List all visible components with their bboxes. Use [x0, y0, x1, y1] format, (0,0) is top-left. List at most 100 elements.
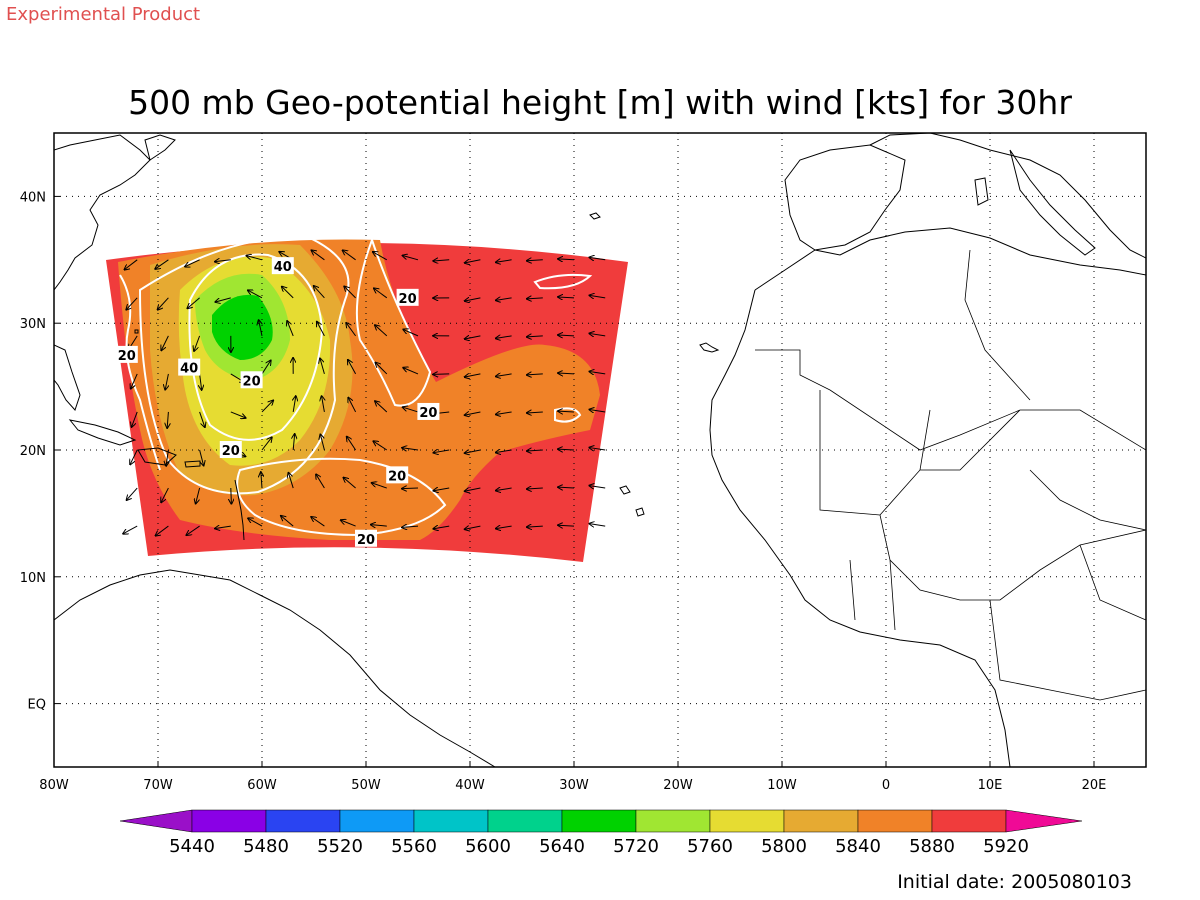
coast-cape-verde — [619, 485, 645, 517]
arrow-icon — [199, 449, 204, 465]
coast-italy — [1009, 149, 1096, 256]
x-tick-label: 10E — [978, 778, 1003, 793]
arrow-icon — [287, 321, 294, 337]
colorbar-label: 5800 — [761, 836, 807, 857]
x-axis-ticks: 80W 70W 60W 50W 40W 30W 20W 10W 0 10E 20E — [39, 761, 1106, 793]
arrow-icon — [589, 257, 606, 259]
arrow-icon — [496, 374, 512, 377]
x-tick-label: 70W — [143, 778, 173, 793]
y-tick-label: 30N — [20, 317, 46, 332]
x-tick-label: 80W — [39, 778, 69, 793]
arrow-icon — [402, 488, 419, 489]
x-tick-label: 50W — [351, 778, 381, 793]
arrow-icon — [156, 525, 169, 536]
arrow-icon — [167, 411, 168, 428]
x-tick-label: 10W — [767, 778, 797, 793]
colorbar-label: 5920 — [983, 836, 1029, 857]
colorbar-label: 5640 — [539, 836, 585, 857]
isotach-20-east — [355, 236, 432, 407]
colorbar-label: 5840 — [835, 836, 881, 857]
speed-label-bg — [178, 358, 201, 376]
arrow-icon — [465, 374, 481, 377]
arrow-icon — [194, 335, 201, 351]
colorbar-box — [487, 809, 563, 833]
speed-label: 20 — [399, 292, 417, 307]
arrow-icon — [215, 260, 231, 262]
arrow-icon — [402, 526, 419, 527]
arrow-icon — [247, 256, 263, 261]
map-panel: 40 20 20 40 20 20 20 20 20 — [53, 132, 1147, 768]
coast-canaries — [699, 342, 720, 353]
arrow-icon — [131, 373, 138, 389]
arrow-icon — [465, 450, 481, 453]
arrow-icon — [158, 297, 169, 310]
arrow-icon — [317, 322, 325, 337]
arrow-icon — [132, 411, 138, 427]
arrow-icon — [215, 526, 231, 528]
arrow-icon — [496, 526, 512, 529]
colorbar-box — [709, 809, 785, 833]
arrow-icon — [155, 259, 169, 269]
colorbar-label: 5480 — [243, 836, 289, 857]
arrow-icon — [558, 259, 575, 260]
arrow-icon — [433, 450, 450, 453]
wind-vectors — [123, 250, 606, 536]
colorbar-label: 5720 — [613, 836, 659, 857]
arrow-icon — [248, 518, 263, 527]
arrow-icon — [496, 336, 512, 339]
coast-south-america — [54, 569, 496, 767]
map-title: 500 mb Geo-potential height [m] with win… — [128, 83, 1072, 122]
y-tick-label: EQ — [28, 698, 46, 713]
colorbar-label: 5880 — [909, 836, 955, 857]
arrow-icon — [288, 473, 294, 489]
speed-label: 20 — [357, 533, 375, 548]
isotach-40 — [188, 253, 324, 441]
arrow-icon — [433, 260, 450, 261]
arrow-icon — [261, 400, 273, 413]
arrow-icon — [589, 410, 606, 412]
speed-label: 40 — [274, 260, 292, 275]
speed-label-bg — [219, 441, 242, 458]
arrow-icon — [165, 373, 168, 390]
arrow-icon — [433, 488, 450, 491]
arrow-icon — [465, 260, 481, 263]
arrow-icon — [312, 250, 325, 261]
arrow-icon — [373, 252, 388, 261]
coast-iberia — [784, 144, 906, 251]
colorbar-box — [265, 809, 341, 833]
colorbar-box — [783, 809, 859, 833]
arrow-icon — [589, 524, 606, 526]
arrow-icon — [343, 250, 356, 261]
arrow-icon — [199, 411, 205, 427]
colorbar-label: 5440 — [169, 836, 215, 857]
arrow-icon — [161, 335, 169, 350]
speed-label-bg — [115, 345, 138, 363]
arrow-icon — [316, 474, 325, 489]
coast-newfoundland — [144, 134, 176, 161]
colorbar-box — [931, 809, 1007, 833]
x-tick-label: 0 — [882, 778, 890, 793]
arrow-icon — [161, 487, 169, 502]
product-label: Experimental Product — [6, 4, 200, 25]
coast-cuba — [68, 419, 137, 446]
colorbar-extend-high — [1005, 809, 1083, 833]
isotach-20-west — [119, 274, 161, 471]
arrow-icon — [130, 449, 138, 464]
x-tick-label: 30W — [559, 778, 589, 793]
speed-label: 20 — [419, 406, 437, 421]
arrow-icon — [589, 333, 606, 335]
arrow-icon — [374, 288, 388, 299]
speed-label-bg — [417, 402, 440, 420]
colorbar-box — [413, 809, 489, 833]
arrow-icon — [403, 256, 419, 261]
x-tick-label: 20W — [663, 778, 693, 793]
speed-label: 20 — [118, 349, 136, 364]
arrow-icon — [465, 526, 481, 529]
colorbar-box — [191, 809, 267, 833]
y-tick-label: 40N — [20, 190, 46, 205]
arrow-icon — [527, 260, 543, 261]
arrow-icon — [196, 487, 201, 503]
arrow-icon — [343, 478, 356, 489]
coast-bermuda — [134, 329, 139, 334]
x-tick-label: 20E — [1082, 778, 1107, 793]
